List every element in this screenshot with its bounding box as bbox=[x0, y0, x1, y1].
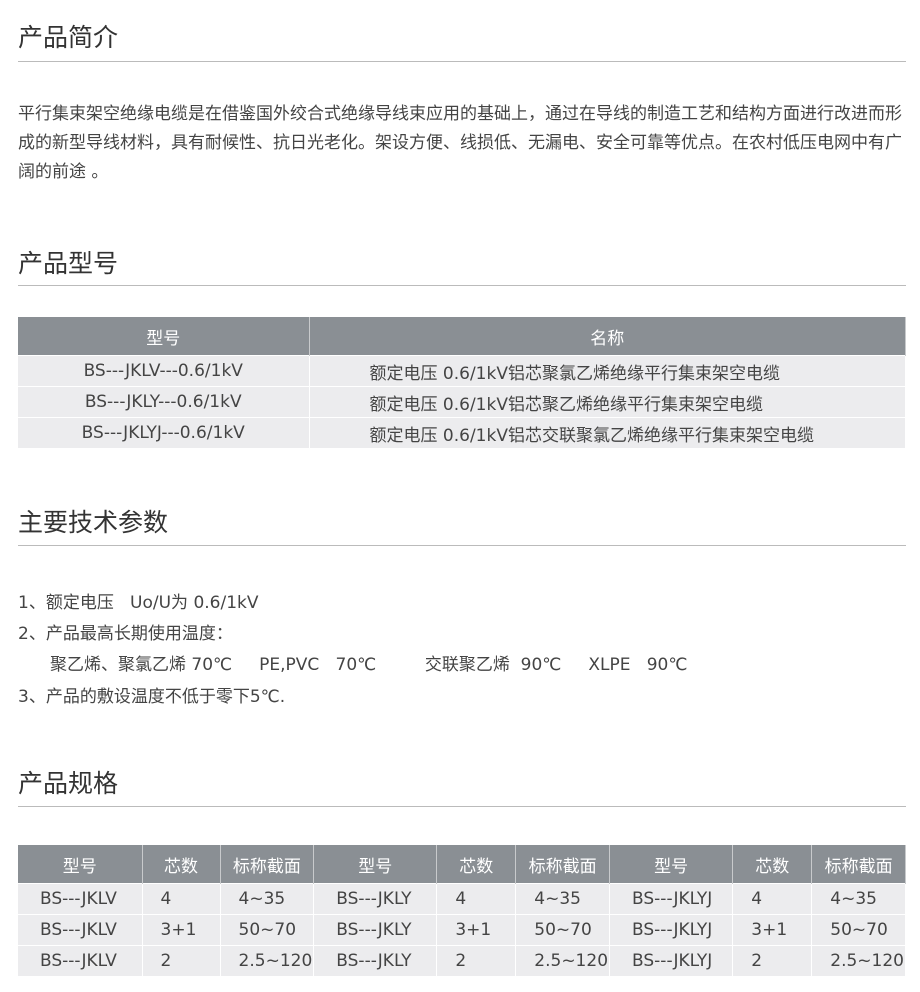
header-model: 型号 bbox=[609, 845, 734, 884]
cell-model: BS---JKLV bbox=[18, 883, 143, 915]
cell-section: 2.5~120 bbox=[220, 945, 315, 976]
cell-model: BS---JKLY---0.6/1kV bbox=[18, 386, 310, 418]
cell-model: BS---JKLYJ bbox=[609, 883, 734, 915]
cell-section: 2.5~120 bbox=[811, 945, 906, 976]
table-header: 型号 芯数 标称截面 型号 芯数 标称截面 型号 芯数 标称截面 bbox=[18, 845, 906, 884]
cell-cores: 2 bbox=[732, 945, 813, 976]
header-section: 标称截面 bbox=[220, 845, 315, 884]
param-line: 聚乙烯、聚氯乙烯 70℃ PE,PVC 70℃ 交联聚乙烯 90℃ XLPE 9… bbox=[50, 655, 688, 675]
cell-model: BS---JKLY bbox=[313, 883, 438, 915]
cell-cores: 3+1 bbox=[436, 914, 517, 946]
table-row: BS---JKLYJ---0.6/1kV 额定电压 0.6/1kV铝芯交联聚氯乙… bbox=[18, 417, 906, 448]
cell-model: BS---JKLY bbox=[313, 945, 438, 976]
specs-heading: 产品规格 bbox=[18, 769, 119, 798]
cell-section: 4~35 bbox=[515, 883, 611, 915]
param-line: 2、产品最高长期使用温度： bbox=[18, 624, 233, 644]
header-section: 标称截面 bbox=[515, 845, 611, 884]
models-heading: 产品型号 bbox=[18, 249, 119, 278]
param-line: 3、产品的敷设温度不低于零下5℃. bbox=[18, 687, 286, 707]
params-heading: 主要技术参数 bbox=[18, 508, 169, 537]
header-section: 标称截面 bbox=[811, 845, 906, 884]
intro-text: 平行集束架空绝缘电缆是在借鉴国外绞合式绝缘导线束应用的基础上，通过在导线的制造工… bbox=[18, 104, 902, 182]
cell-section: 50~70 bbox=[220, 914, 315, 946]
header-cores: 芯数 bbox=[732, 845, 813, 884]
cell-name: 额定电压 0.6/1kV铝芯聚氯乙烯绝缘平行集束架空电缆 bbox=[309, 355, 906, 387]
table-row: BS---JKLV 2 2.5~120 BS---JKLY 2 2.5~120 BS---J… bbox=[18, 945, 906, 976]
cell-cores: 3+1 bbox=[142, 914, 221, 946]
divider bbox=[18, 545, 906, 546]
header-cores: 芯数 bbox=[436, 845, 517, 884]
cell-model: BS---JKLV bbox=[18, 945, 143, 976]
header-model: 型号 bbox=[313, 845, 438, 884]
divider bbox=[18, 285, 906, 286]
param-line: 1、额定电压 Uo/U为 0.6/1kV bbox=[18, 593, 259, 613]
cell-model: BS---JKLY bbox=[313, 914, 438, 946]
cell-section: 50~70 bbox=[811, 914, 906, 946]
table-row: BS---JKLV 4 4~35 BS---JKLY 4 4~35 BS---JKLYJ 4 4… bbox=[18, 883, 906, 915]
table-row: BS---JKLY---0.6/1kV 额定电压 0.6/1kV铝芯聚乙烯绝缘平… bbox=[18, 386, 906, 418]
cell-section: 4~35 bbox=[220, 883, 315, 915]
cell-cores: 3+1 bbox=[732, 914, 813, 946]
cell-cores: 2 bbox=[436, 945, 517, 976]
header-cores: 芯数 bbox=[142, 845, 221, 884]
cell-section: 50~70 bbox=[515, 914, 611, 946]
table-row: BS---JKLV 3+1 50~70 BS---JKLY 3+1 50~70 BS---J… bbox=[18, 914, 906, 946]
cell-name: 额定电压 0.6/1kV铝芯交联聚氯乙烯绝缘平行集束架空电缆 bbox=[309, 417, 906, 448]
cell-cores: 4 bbox=[436, 883, 517, 915]
table-row: BS---JKLV---0.6/1kV 额定电压 0.6/1kV铝芯聚氯乙烯绝缘… bbox=[18, 355, 906, 387]
header-model: 型号 bbox=[18, 317, 310, 356]
cell-section: 2.5~120 bbox=[515, 945, 611, 976]
cell-model: BS---JKLYJ bbox=[609, 914, 734, 946]
header-name: 名称 bbox=[309, 317, 906, 356]
specs-table: 型号 芯数 标称截面 型号 芯数 标称截面 型号 芯数 标称截面 BS---JKLV 4 4~35 B… bbox=[18, 845, 906, 976]
cell-model: BS---JKLYJ bbox=[609, 945, 734, 976]
table-header: 型号 名称 bbox=[18, 317, 906, 356]
intro-heading: 产品简介 bbox=[18, 23, 119, 52]
cell-name: 额定电压 0.6/1kV铝芯聚乙烯绝缘平行集束架空电缆 bbox=[309, 386, 906, 418]
models-table: 型号 名称 BS---JKLV---0.6/1kV 额定电压 0.6/1kV铝芯… bbox=[18, 317, 906, 448]
header-model: 型号 bbox=[18, 845, 143, 884]
cell-model: BS---JKLYJ---0.6/1kV bbox=[18, 417, 310, 448]
divider bbox=[18, 61, 906, 62]
cell-cores: 2 bbox=[142, 945, 221, 976]
divider bbox=[18, 806, 906, 807]
cell-cores: 4 bbox=[142, 883, 221, 915]
cell-model: BS---JKLV---0.6/1kV bbox=[18, 355, 310, 387]
cell-cores: 4 bbox=[732, 883, 813, 915]
cell-section: 4~35 bbox=[811, 883, 906, 915]
cell-model: BS---JKLV bbox=[18, 914, 143, 946]
